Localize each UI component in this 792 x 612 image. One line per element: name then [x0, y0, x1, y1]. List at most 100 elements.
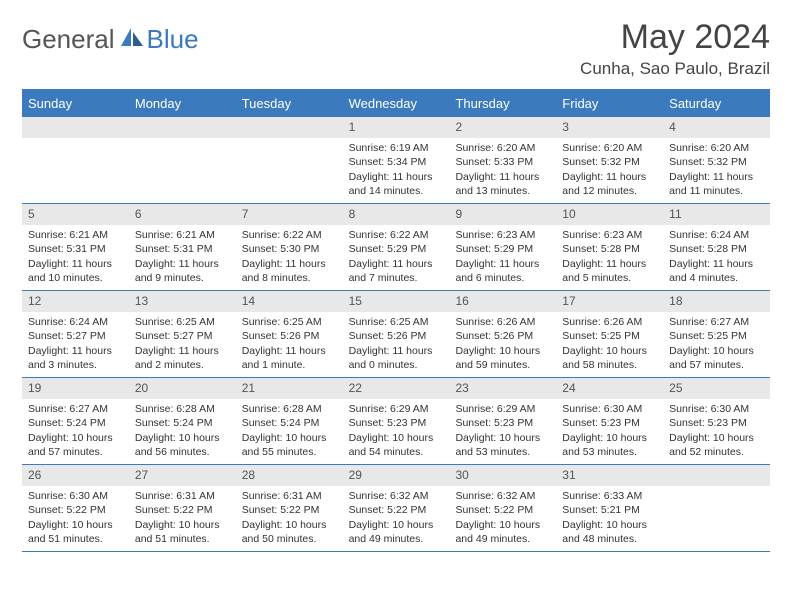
day-line: Sunset: 5:23 PM — [562, 416, 659, 430]
day-line: Sunset: 5:26 PM — [455, 329, 552, 343]
day-cell: 31Sunrise: 6:33 AMSunset: 5:21 PMDayligh… — [556, 465, 663, 551]
day-cell: 30Sunrise: 6:32 AMSunset: 5:22 PMDayligh… — [449, 465, 556, 551]
day-number — [129, 117, 236, 138]
day-line: Daylight: 11 hours — [242, 344, 339, 358]
day-body: Sunrise: 6:22 AMSunset: 5:30 PMDaylight:… — [236, 225, 343, 289]
day-line: Sunrise: 6:20 AM — [669, 141, 766, 155]
day-body: Sunrise: 6:28 AMSunset: 5:24 PMDaylight:… — [129, 399, 236, 463]
day-line: and 7 minutes. — [349, 271, 446, 285]
day-line: Daylight: 11 hours — [455, 170, 552, 184]
day-line: Daylight: 10 hours — [562, 344, 659, 358]
day-cell: 1Sunrise: 6:19 AMSunset: 5:34 PMDaylight… — [343, 117, 450, 203]
day-line: Daylight: 11 hours — [28, 344, 125, 358]
day-cell — [22, 117, 129, 203]
day-line: and 53 minutes. — [455, 445, 552, 459]
day-line: Sunrise: 6:23 AM — [455, 228, 552, 242]
day-line: Sunset: 5:31 PM — [135, 242, 232, 256]
day-number: 10 — [556, 204, 663, 225]
day-line: Sunset: 5:25 PM — [562, 329, 659, 343]
location-label: Cunha, Sao Paulo, Brazil — [580, 59, 770, 79]
day-cell: 21Sunrise: 6:28 AMSunset: 5:24 PMDayligh… — [236, 378, 343, 464]
calendar: Sunday Monday Tuesday Wednesday Thursday… — [22, 89, 770, 552]
day-line: Daylight: 10 hours — [28, 431, 125, 445]
day-line: Sunset: 5:25 PM — [669, 329, 766, 343]
day-cell: 6Sunrise: 6:21 AMSunset: 5:31 PMDaylight… — [129, 204, 236, 290]
day-line: Sunrise: 6:31 AM — [135, 489, 232, 503]
day-line: Sunrise: 6:32 AM — [349, 489, 446, 503]
day-line: Daylight: 10 hours — [562, 431, 659, 445]
day-line: Sunset: 5:26 PM — [349, 329, 446, 343]
day-cell — [129, 117, 236, 203]
day-number: 12 — [22, 291, 129, 312]
day-line: Sunset: 5:22 PM — [28, 503, 125, 517]
day-line: and 49 minutes. — [455, 532, 552, 546]
day-header-row: Sunday Monday Tuesday Wednesday Thursday… — [22, 91, 770, 117]
day-number: 23 — [449, 378, 556, 399]
day-line: and 58 minutes. — [562, 358, 659, 372]
day-number: 2 — [449, 117, 556, 138]
day-number: 18 — [663, 291, 770, 312]
day-line: Daylight: 11 hours — [135, 257, 232, 271]
day-cell: 4Sunrise: 6:20 AMSunset: 5:32 PMDaylight… — [663, 117, 770, 203]
day-cell: 20Sunrise: 6:28 AMSunset: 5:24 PMDayligh… — [129, 378, 236, 464]
day-line: Sunset: 5:27 PM — [28, 329, 125, 343]
day-line: Sunrise: 6:28 AM — [135, 402, 232, 416]
day-cell: 2Sunrise: 6:20 AMSunset: 5:33 PMDaylight… — [449, 117, 556, 203]
day-body: Sunrise: 6:26 AMSunset: 5:25 PMDaylight:… — [556, 312, 663, 376]
day-cell: 29Sunrise: 6:32 AMSunset: 5:22 PMDayligh… — [343, 465, 450, 551]
day-number: 16 — [449, 291, 556, 312]
day-body: Sunrise: 6:29 AMSunset: 5:23 PMDaylight:… — [343, 399, 450, 463]
day-line: Sunrise: 6:27 AM — [669, 315, 766, 329]
day-header-thursday: Thursday — [449, 91, 556, 117]
day-body: Sunrise: 6:32 AMSunset: 5:22 PMDaylight:… — [449, 486, 556, 550]
day-cell: 8Sunrise: 6:22 AMSunset: 5:29 PMDaylight… — [343, 204, 450, 290]
day-cell: 25Sunrise: 6:30 AMSunset: 5:23 PMDayligh… — [663, 378, 770, 464]
day-cell: 15Sunrise: 6:25 AMSunset: 5:26 PMDayligh… — [343, 291, 450, 377]
day-line: and 9 minutes. — [135, 271, 232, 285]
day-number: 9 — [449, 204, 556, 225]
day-line: and 6 minutes. — [455, 271, 552, 285]
day-number: 13 — [129, 291, 236, 312]
day-cell: 9Sunrise: 6:23 AMSunset: 5:29 PMDaylight… — [449, 204, 556, 290]
day-cell: 27Sunrise: 6:31 AMSunset: 5:22 PMDayligh… — [129, 465, 236, 551]
day-body: Sunrise: 6:30 AMSunset: 5:23 PMDaylight:… — [556, 399, 663, 463]
day-line: and 3 minutes. — [28, 358, 125, 372]
day-body: Sunrise: 6:27 AMSunset: 5:24 PMDaylight:… — [22, 399, 129, 463]
day-line: and 12 minutes. — [562, 184, 659, 198]
day-line: Sunrise: 6:20 AM — [562, 141, 659, 155]
day-line: Sunrise: 6:24 AM — [28, 315, 125, 329]
day-number: 26 — [22, 465, 129, 486]
day-cell: 11Sunrise: 6:24 AMSunset: 5:28 PMDayligh… — [663, 204, 770, 290]
day-line: Sunrise: 6:31 AM — [242, 489, 339, 503]
day-number: 1 — [343, 117, 450, 138]
day-line: Sunrise: 6:19 AM — [349, 141, 446, 155]
day-line: Sunset: 5:23 PM — [669, 416, 766, 430]
day-line: Daylight: 10 hours — [562, 518, 659, 532]
day-line: Sunset: 5:24 PM — [28, 416, 125, 430]
day-line: Daylight: 11 hours — [562, 170, 659, 184]
day-number: 22 — [343, 378, 450, 399]
day-line: and 48 minutes. — [562, 532, 659, 546]
day-number: 15 — [343, 291, 450, 312]
day-line: Daylight: 10 hours — [242, 431, 339, 445]
day-line: and 13 minutes. — [455, 184, 552, 198]
day-body: Sunrise: 6:21 AMSunset: 5:31 PMDaylight:… — [129, 225, 236, 289]
day-line: and 59 minutes. — [455, 358, 552, 372]
day-line: Daylight: 11 hours — [135, 344, 232, 358]
day-body: Sunrise: 6:19 AMSunset: 5:34 PMDaylight:… — [343, 138, 450, 202]
day-cell: 12 Sunrise: 6:24 AMSunset: 5:27 PMDayligh… — [22, 291, 129, 377]
day-line: and 53 minutes. — [562, 445, 659, 459]
day-body: Sunrise: 6:30 AMSunset: 5:23 PMDaylight:… — [663, 399, 770, 463]
day-line: Sunrise: 6:25 AM — [135, 315, 232, 329]
day-body: Sunrise: 6:31 AMSunset: 5:22 PMDaylight:… — [129, 486, 236, 550]
day-line: Sunset: 5:22 PM — [455, 503, 552, 517]
day-line: Sunrise: 6:20 AM — [455, 141, 552, 155]
day-number: 30 — [449, 465, 556, 486]
day-cell: 10Sunrise: 6:23 AMSunset: 5:28 PMDayligh… — [556, 204, 663, 290]
day-cell: 7Sunrise: 6:22 AMSunset: 5:30 PMDaylight… — [236, 204, 343, 290]
day-number: 5 — [22, 204, 129, 225]
logo-text-general: General — [22, 24, 115, 55]
day-cell — [236, 117, 343, 203]
day-line: and 50 minutes. — [242, 532, 339, 546]
logo-sail-icon — [119, 26, 145, 53]
